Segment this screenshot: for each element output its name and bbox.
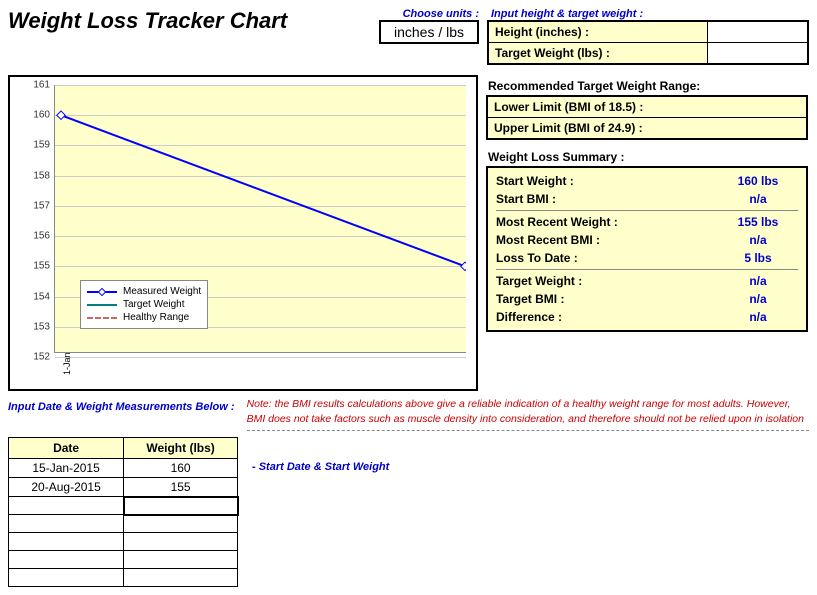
table-row: 15-Jan-2015160 [9,459,238,478]
y-tick-label: 158 [20,170,50,181]
measurements-table: DateWeight (lbs) 15-Jan-201516020-Aug-20… [8,437,238,587]
summary-row: Most Recent Weight :155 lbs [496,213,798,231]
summary-box: Start Weight :160 lbsStart BMI :n/aMost … [486,166,808,332]
summary-value: n/a [718,292,798,306]
y-tick-label: 159 [20,140,50,151]
height-label: Height (inches) : [489,22,707,42]
table-header: Weight (lbs) [124,438,238,459]
chart-legend: Measured WeightTarget WeightHealthy Rang… [80,280,208,329]
y-tick-label: 161 [20,80,50,91]
table-row [9,497,238,515]
summary-label: Difference : [496,310,718,324]
y-tick-label: 156 [20,231,50,242]
weight-cell[interactable]: 155 [124,478,238,497]
date-cell[interactable] [9,497,124,515]
date-cell[interactable] [9,533,124,551]
gridline [55,357,466,358]
summary-row: Target Weight :n/a [496,272,798,290]
summary-label: Most Recent BMI : [496,233,718,247]
summary-row: Start Weight :160 lbs [496,172,798,190]
summary-value: n/a [718,310,798,324]
x-tick-label: 1-Jan [62,352,72,375]
summary-row: Target BMI :n/a [496,290,798,308]
weight-chart: 152 153 154 155 156 157 158 159 160 161 1-Jan Mea… [8,75,478,391]
summary-label: Target BMI : [496,292,718,306]
weight-cell[interactable] [124,551,238,569]
summary-value: n/a [718,233,798,247]
summary-value: n/a [718,192,798,206]
date-cell[interactable] [9,551,124,569]
target-weight-input[interactable] [707,43,807,63]
date-cell[interactable]: 15-Jan-2015 [9,459,124,478]
weight-cell[interactable] [124,533,238,551]
bmi-note: Note: the BMI results calculations above… [247,397,809,426]
table-header: Date [9,438,124,459]
legend-item: Healthy Range [87,311,201,324]
divider [247,430,809,431]
input-table-prompt: Input Date & Weight Measurements Below : [8,401,235,413]
table-row: 20-Aug-2015155 [9,478,238,497]
page-title: Weight Loss Tracker Chart [8,8,287,34]
table-row [9,569,238,587]
range-box: Lower Limit (BMI of 18.5) : Upper Limit … [486,95,808,140]
summary-row: Most Recent BMI :n/a [496,231,798,249]
summary-divider [496,210,798,211]
summary-value: 155 lbs [718,215,798,229]
summary-value: n/a [718,274,798,288]
start-hint: - Start Date & Start Weight [252,461,389,473]
height-input[interactable] [707,22,807,42]
upper-limit-label: Upper Limit (BMI of 24.9) : [488,118,806,138]
summary-value: 5 lbs [718,251,798,265]
y-tick-label: 154 [20,291,50,302]
summary-divider [496,269,798,270]
summary-label: Start BMI : [496,192,718,206]
table-row [9,551,238,569]
summary-row: Loss To Date :5 lbs [496,249,798,267]
y-tick-label: 155 [20,261,50,272]
weight-cell[interactable] [124,569,238,587]
summary-row: Start BMI :n/a [496,190,798,208]
legend-item: Measured Weight [87,285,201,298]
range-header: Recommended Target Weight Range: [486,75,808,95]
summary-label: Target Weight : [496,274,718,288]
summary-label: Start Weight : [496,174,718,188]
units-select[interactable]: inches / lbs [379,20,479,44]
summary-value: 160 lbs [718,174,798,188]
weight-cell[interactable] [124,497,238,515]
units-prompt: Choose units : [379,8,479,20]
legend-item: Target Weight [87,298,201,311]
summary-header: Weight Loss Summary : [486,146,808,166]
table-row [9,533,238,551]
date-cell[interactable]: 20-Aug-2015 [9,478,124,497]
date-cell[interactable] [9,569,124,587]
summary-row: Difference :n/a [496,308,798,326]
lower-limit-label: Lower Limit (BMI of 18.5) : [488,97,806,117]
target-weight-label: Target Weight (lbs) : [489,43,707,63]
height-target-box: Height (inches) : Target Weight (lbs) : [487,20,809,65]
height-target-prompt: Input height & target weight : [487,8,809,20]
y-tick-label: 152 [20,352,50,363]
y-tick-label: 157 [20,200,50,211]
weight-cell[interactable]: 160 [124,459,238,478]
y-tick-label: 153 [20,321,50,332]
y-tick-label: 160 [20,110,50,121]
summary-label: Loss To Date : [496,251,718,265]
summary-label: Most Recent Weight : [496,215,718,229]
